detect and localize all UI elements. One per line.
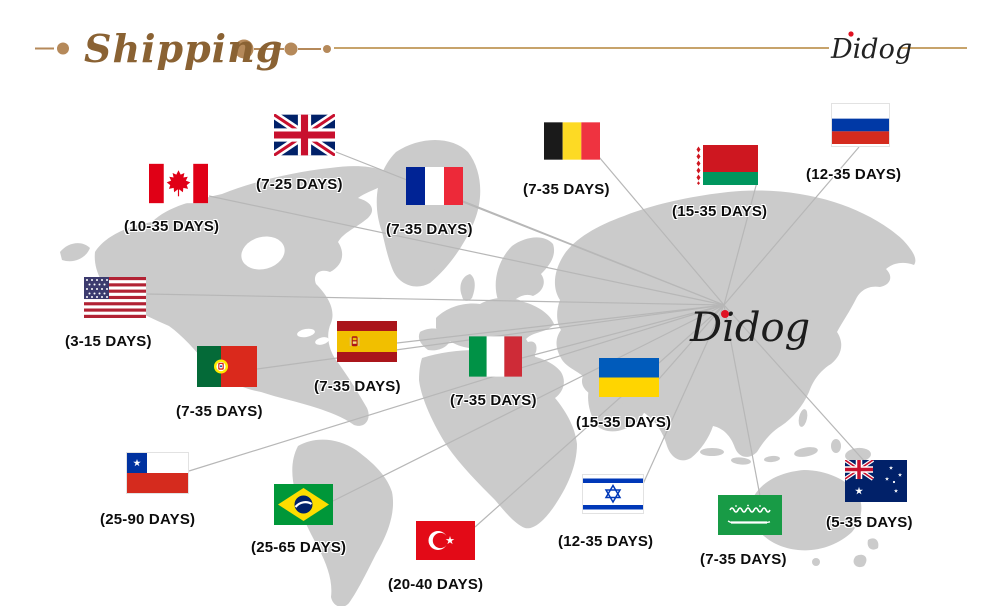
page-title: Shipping <box>84 26 283 71</box>
shipping-days-label-ukraine: (15-35 DAYS) <box>576 414 672 431</box>
israel-flag-icon <box>583 475 643 513</box>
header-brand-logo: Didog <box>830 34 912 65</box>
shipping-days-label-portugal: (7-35 DAYS) <box>176 403 263 420</box>
shipping-days-label-belgium: (7-35 DAYS) <box>523 181 610 198</box>
header-ornament <box>35 39 967 59</box>
flag-france <box>406 166 463 206</box>
flag-brazil <box>274 484 333 525</box>
flag-belarus <box>694 145 758 185</box>
shipping-days-label-italy: (7-35 DAYS) <box>450 392 537 409</box>
flag-israel <box>582 474 644 514</box>
shipping-days-label-belarus: (15-35 DAYS) <box>672 203 768 220</box>
russia-flag-icon <box>832 106 889 144</box>
origin-red-dot-icon <box>721 310 729 318</box>
shipping-route-line <box>146 293 725 306</box>
shipping-days-label-chile: (25-90 DAYS) <box>100 511 196 528</box>
shipping-days-label-saudi-arabia: (7-35 DAYS) <box>700 551 787 568</box>
shipping-route-line <box>723 304 867 464</box>
france-flag-icon <box>406 167 463 205</box>
flag-united-kingdom <box>274 114 335 156</box>
portugal-flag-icon <box>197 346 257 387</box>
flag-united-states <box>84 277 146 318</box>
map-lakes <box>241 236 329 345</box>
shipping-days-label-france: (7-35 DAYS) <box>386 221 473 238</box>
ukraine-flag-icon <box>599 358 659 397</box>
shipping-days-label-australia: (5-35 DAYS) <box>826 514 913 531</box>
spain-flag-icon <box>337 321 397 362</box>
flag-turkey <box>416 521 475 560</box>
shipping-days-label-brazil: (25-65 DAYS) <box>251 539 347 556</box>
shipping-route-line <box>642 304 725 485</box>
shipping-route-line <box>332 304 725 502</box>
united-states-flag-icon <box>84 277 146 318</box>
flag-russia <box>831 103 890 147</box>
belarus-flag-icon <box>694 145 758 185</box>
shipping-route-line <box>723 146 860 306</box>
flag-italy <box>469 336 522 377</box>
shipping-days-label-canada: (10-35 DAYS) <box>124 218 220 235</box>
italy-flag-icon <box>469 336 522 377</box>
flag-belgium <box>544 120 600 162</box>
canada-flag-icon <box>149 163 208 204</box>
brazil-flag-icon <box>274 484 333 525</box>
flag-portugal <box>197 346 257 387</box>
united-kingdom-flag-icon <box>274 114 335 156</box>
shipping-days-label-united-kingdom: (7-25 DAYS) <box>256 176 343 193</box>
shipping-route-line <box>188 304 725 472</box>
flag-australia <box>845 460 907 502</box>
turkey-flag-icon <box>416 521 475 560</box>
shipping-days-label-israel: (12-35 DAYS) <box>558 533 654 550</box>
flag-spain <box>337 321 397 362</box>
shipping-route-line <box>474 304 725 528</box>
australia-flag-icon <box>845 460 907 502</box>
brand-red-dot-icon <box>848 31 854 37</box>
header-band: Shipping Didog <box>35 26 967 71</box>
chile-flag-icon <box>127 453 188 493</box>
shipping-route-line <box>598 156 725 306</box>
shipping-days-label-russia: (12-35 DAYS) <box>806 166 902 183</box>
flag-chile <box>126 452 189 494</box>
shipping-days-label-turkey: (20-40 DAYS) <box>388 576 484 593</box>
shipping-days-label-spain: (7-35 DAYS) <box>314 378 401 395</box>
shipping-route-line <box>521 304 725 359</box>
shipping-route-line <box>658 304 725 380</box>
belgium-flag-icon <box>544 122 600 160</box>
shipping-route-line <box>723 304 761 497</box>
shipping-route-line <box>396 304 725 344</box>
shipping-route-line <box>723 181 758 306</box>
flag-canada <box>149 163 208 204</box>
flag-ukraine <box>599 358 659 397</box>
flag-saudi-arabia <box>718 495 782 535</box>
shipping-route-line <box>462 200 725 306</box>
shipping-route-line <box>208 195 725 306</box>
saudi-arabia-flag-icon <box>718 495 782 535</box>
shipping-days-label-united-states: (3-15 DAYS) <box>65 333 152 350</box>
map-center-brand-logo: Didog <box>689 305 810 351</box>
